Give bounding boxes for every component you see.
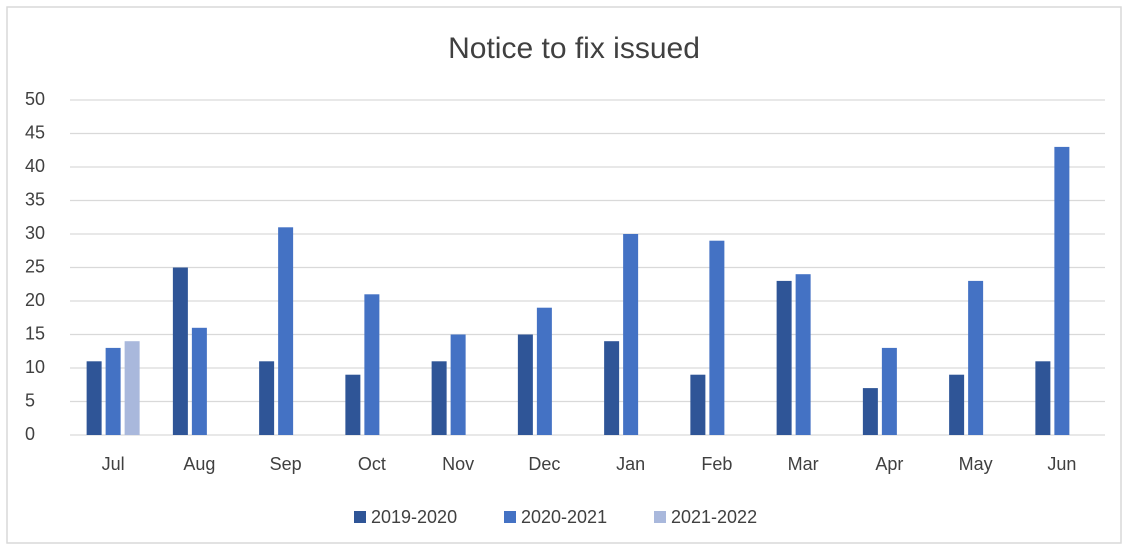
x-tick-label: Apr (875, 454, 903, 474)
bar (968, 280, 984, 435)
y-tick-label: 45 (25, 122, 45, 142)
chart-border (6, 6, 1122, 544)
y-tick-label: 10 (25, 357, 45, 377)
x-tick-label: Oct (358, 454, 386, 474)
x-tick-label: Aug (183, 454, 215, 474)
legend-label: 2020-2021 (521, 507, 607, 527)
bar (623, 234, 639, 435)
y-tick-label: 15 (25, 323, 45, 343)
bar (124, 341, 140, 435)
x-tick-label: Jan (616, 454, 645, 474)
bar (604, 341, 620, 435)
bar (345, 374, 361, 435)
legend-swatch (354, 511, 366, 523)
bar (1035, 361, 1051, 435)
bar (949, 374, 965, 435)
bar (191, 327, 207, 435)
bar (517, 334, 533, 435)
bar (690, 374, 706, 435)
bar (450, 334, 466, 435)
y-tick-label: 25 (25, 256, 45, 276)
bar (278, 227, 294, 435)
x-tick-label: Jun (1047, 454, 1076, 474)
bar (862, 388, 878, 435)
x-tick-label: Dec (528, 454, 560, 474)
x-tick-label: Jul (102, 454, 125, 474)
bar (795, 274, 811, 435)
x-tick-label: May (959, 454, 993, 474)
legend-label: 2021-2022 (671, 507, 757, 527)
x-tick-label: Sep (270, 454, 302, 474)
legend-swatch (504, 511, 516, 523)
y-tick-label: 0 (25, 424, 35, 444)
y-tick-label: 30 (25, 223, 45, 243)
legend-label: 2019-2020 (371, 507, 457, 527)
y-tick-label: 50 (25, 89, 45, 109)
bar (536, 307, 552, 435)
chart-title: Notice to fix issued (448, 32, 700, 65)
legend-swatch (654, 511, 666, 523)
bar (1054, 146, 1070, 435)
bar (172, 267, 188, 435)
y-tick-label: 5 (25, 390, 35, 410)
x-tick-label: Feb (701, 454, 732, 474)
bar (881, 347, 897, 435)
bar (86, 361, 102, 435)
bar (431, 361, 447, 435)
y-tick-label: 40 (25, 156, 45, 176)
bar (105, 347, 121, 435)
bar (364, 294, 380, 435)
y-tick-label: 20 (25, 290, 45, 310)
x-tick-label: Mar (788, 454, 819, 474)
x-tick-label: Nov (442, 454, 474, 474)
bar (776, 280, 792, 435)
y-tick-label: 35 (25, 189, 45, 209)
bar (709, 240, 725, 435)
bar (259, 361, 275, 435)
